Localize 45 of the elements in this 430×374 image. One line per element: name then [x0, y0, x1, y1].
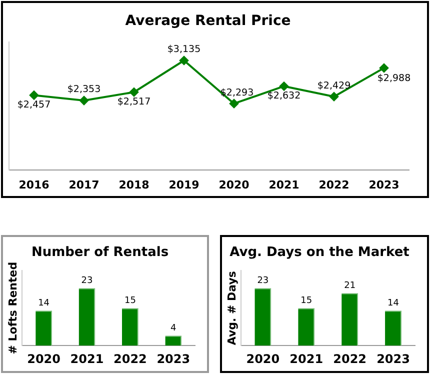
x-tick-label: 2020: [246, 352, 280, 366]
x-tick-label: 2023: [368, 178, 400, 192]
x-tick-label: 2023: [376, 352, 410, 366]
data-label: 23: [257, 276, 269, 286]
data-label: $2,457: [17, 99, 51, 110]
point: [280, 82, 288, 91]
data-label: $2,429: [317, 80, 351, 92]
data-label: $2,293: [220, 87, 254, 98]
data-label: $2,517: [117, 96, 151, 108]
x-tick-label: 2018: [118, 178, 150, 192]
x-tick-label: 2016: [18, 178, 50, 192]
data-label: $2,988: [377, 73, 411, 84]
data-label: 21: [344, 280, 356, 291]
point: [80, 96, 88, 106]
data-label: $3,135: [167, 44, 201, 56]
x-tick-label: 2017: [68, 178, 100, 192]
point: [380, 64, 388, 73]
x-tick-label: 2022: [113, 352, 147, 366]
x-tick-label: 2022: [333, 352, 367, 366]
x-tick-label: 2022: [318, 178, 350, 192]
data-label: 15: [300, 296, 312, 306]
chart-title: Number of Rentals: [31, 245, 169, 260]
x-tick-label: 2021: [70, 352, 104, 366]
point: [230, 99, 238, 108]
data-label: 23: [81, 276, 93, 286]
x-tick-label: 2023: [156, 352, 190, 366]
chart-title: Avg. Days on the Market: [230, 245, 410, 260]
x-tick-label: 2021: [268, 178, 300, 192]
chart-title: Average Rental Price: [125, 13, 291, 30]
data-label: 4: [170, 323, 177, 334]
data-label: $2,632: [267, 90, 301, 102]
data-label: 15: [124, 296, 136, 306]
point: [30, 90, 38, 100]
x-tick-label: 2019: [168, 178, 200, 192]
x-tick-label: 2020: [218, 178, 250, 192]
point: [330, 92, 338, 102]
point: [180, 56, 188, 65]
data-label: $2,353: [67, 84, 101, 96]
x-tick-label: 2021: [290, 352, 324, 366]
y-axis-title: # Lofts Rented: [6, 262, 20, 354]
y-axis-title: Avg. # Days: [225, 270, 238, 346]
x-tick-label: 2020: [27, 352, 61, 366]
data-label: 14: [38, 298, 50, 308]
data-label: 14: [388, 298, 400, 308]
point: [130, 88, 138, 97]
